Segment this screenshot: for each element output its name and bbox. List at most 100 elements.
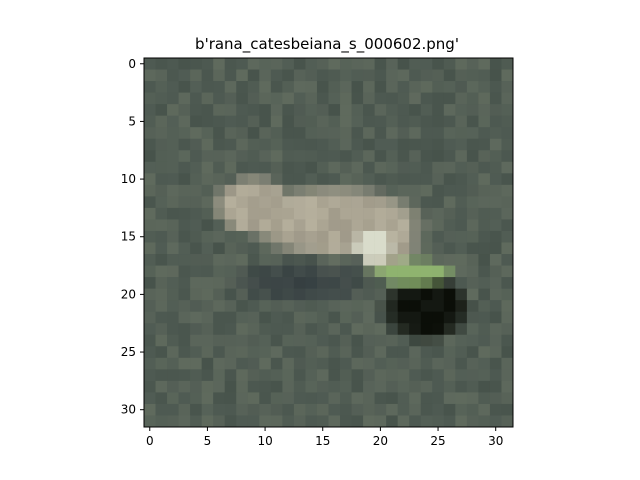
image-pixel xyxy=(178,138,191,151)
image-pixel xyxy=(247,392,260,405)
image-pixel xyxy=(501,127,514,140)
image-pixel xyxy=(144,150,156,163)
image-pixel xyxy=(190,69,202,82)
image-pixel xyxy=(397,311,410,324)
image-pixel xyxy=(224,380,237,393)
image-pixel xyxy=(420,288,433,301)
image-pixel xyxy=(190,357,202,370)
image-pixel xyxy=(305,415,318,428)
image-pixel xyxy=(259,138,272,151)
image-pixel xyxy=(190,81,202,93)
image-pixel xyxy=(155,277,168,289)
image-pixel xyxy=(489,69,502,82)
image-pixel xyxy=(466,173,479,186)
image-pixel xyxy=(386,369,398,382)
image-pixel xyxy=(316,242,329,255)
image-pixel xyxy=(144,196,156,209)
image-pixel xyxy=(282,369,295,382)
image-pixel xyxy=(201,184,214,197)
image-pixel xyxy=(363,288,375,301)
x-tick-label: 30 xyxy=(488,434,503,448)
image-pixel xyxy=(351,334,364,347)
image-pixel xyxy=(293,288,306,301)
image-pixel xyxy=(478,81,491,93)
image-pixel xyxy=(282,242,295,255)
image-pixel xyxy=(466,150,479,163)
image-pixel xyxy=(270,265,283,278)
y-tick-label: 30 xyxy=(121,403,136,417)
image-pixel xyxy=(443,369,456,382)
image-pixel xyxy=(213,138,226,151)
image-pixel xyxy=(489,254,502,266)
image-pixel xyxy=(293,300,306,312)
image-pixel xyxy=(443,184,456,197)
image-pixel xyxy=(386,196,398,209)
image-pixel xyxy=(478,58,491,70)
image-pixel xyxy=(443,207,456,220)
image-pixel xyxy=(144,288,156,301)
image-pixel xyxy=(282,346,295,359)
image-pixel xyxy=(259,369,272,382)
image-pixel xyxy=(190,288,202,301)
image-pixel xyxy=(374,380,387,393)
image-pixel xyxy=(374,369,387,382)
image-pixel xyxy=(236,254,249,266)
image-pixel xyxy=(501,300,514,312)
image-pixel xyxy=(224,161,237,174)
image-pixel xyxy=(213,288,226,301)
image-pixel xyxy=(432,357,445,370)
image-pixel xyxy=(144,380,156,393)
image-pixel xyxy=(363,115,375,128)
image-pixel xyxy=(363,300,375,312)
image-pixel xyxy=(270,403,283,416)
image-pixel xyxy=(443,81,456,93)
image-pixel xyxy=(328,288,341,301)
image-pixel xyxy=(351,369,364,382)
image-pixel xyxy=(155,392,168,405)
image-pixel xyxy=(489,323,502,336)
image-pixel xyxy=(201,334,214,347)
image-pixel xyxy=(224,288,237,301)
image-pixel xyxy=(397,184,410,197)
image-pixel xyxy=(190,254,202,266)
image-pixel xyxy=(328,380,341,393)
image-pixel xyxy=(293,173,306,186)
image-pixel xyxy=(282,92,295,105)
image-pixel xyxy=(397,207,410,220)
image-pixel xyxy=(213,92,226,105)
image-pixel xyxy=(340,58,352,70)
image-pixel xyxy=(478,311,491,324)
image-pixel xyxy=(478,219,491,232)
image-pixel xyxy=(409,323,422,336)
image-pixel xyxy=(466,69,479,82)
image-pixel xyxy=(259,161,272,174)
image-pixel xyxy=(432,242,445,255)
image-pixel xyxy=(247,58,260,70)
image-pixel xyxy=(501,277,514,289)
image-pixel xyxy=(247,300,260,312)
image-pixel xyxy=(466,346,479,359)
image-pixel xyxy=(374,242,387,255)
image-pixel xyxy=(270,369,283,382)
image-pixel xyxy=(386,81,398,93)
image-pixel xyxy=(316,369,329,382)
image-pixel xyxy=(167,58,179,70)
image-pixel xyxy=(213,207,226,220)
image-pixel xyxy=(478,403,491,416)
image-pixel xyxy=(213,242,226,255)
image-pixel xyxy=(420,311,433,324)
image-pixel xyxy=(351,392,364,405)
image-pixel xyxy=(443,138,456,151)
image-pixel xyxy=(259,346,272,359)
image-pixel xyxy=(501,392,514,405)
image-pixel xyxy=(363,104,375,116)
image-pixel xyxy=(144,230,156,243)
image-pixel xyxy=(351,161,364,174)
image-pixel xyxy=(316,415,329,428)
image-pixel xyxy=(224,58,237,70)
image-pixel xyxy=(236,150,249,163)
image-pixel xyxy=(167,69,179,82)
image-pixel xyxy=(420,92,433,105)
image-pixel xyxy=(409,184,422,197)
image-pixel xyxy=(201,380,214,393)
